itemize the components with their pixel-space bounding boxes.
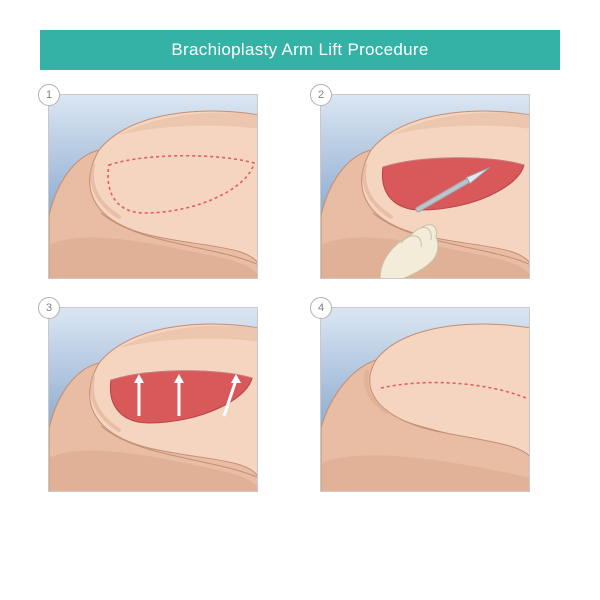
title-bar: Brachioplasty Arm Lift Procedure <box>40 30 560 70</box>
steps-grid: 1 2 <box>40 94 560 492</box>
step-panel-4 <box>320 307 530 492</box>
step-panel-2 <box>320 94 530 279</box>
step-panel-3 <box>48 307 258 492</box>
step-number-badge: 3 <box>38 297 60 319</box>
step-cell-3: 3 <box>48 307 280 492</box>
step-cell-2: 2 <box>320 94 552 279</box>
step-cell-1: 1 <box>48 94 280 279</box>
step-number-badge: 4 <box>310 297 332 319</box>
step-panel-1 <box>48 94 258 279</box>
title-text: Brachioplasty Arm Lift Procedure <box>171 40 428 59</box>
step-number-badge: 2 <box>310 84 332 106</box>
step-cell-4: 4 <box>320 307 552 492</box>
step-number-badge: 1 <box>38 84 60 106</box>
